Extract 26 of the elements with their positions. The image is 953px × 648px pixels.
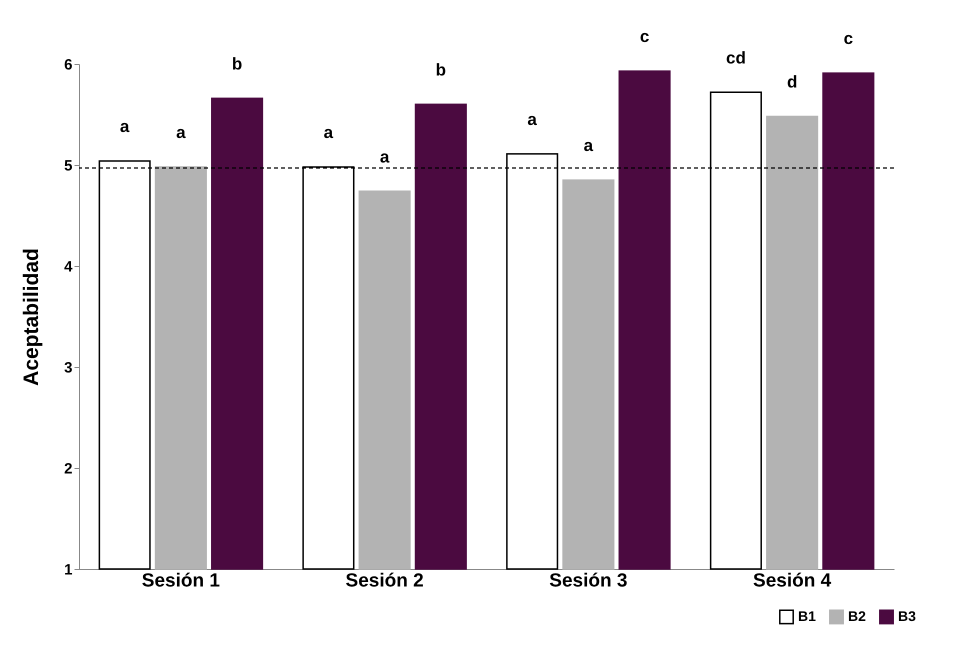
y-tick-label: 6 [64,56,72,74]
data-label: a [527,110,538,129]
data-label: a [324,123,334,142]
legend-label: B3 [898,608,916,624]
data-label: a [120,116,130,136]
data-label: cd [726,48,746,68]
x-tick-label: Sesión 4 [753,570,832,592]
x-tick-label: Sesión 3 [549,570,628,592]
y-tick-label: 5 [64,158,72,174]
y-axis-title: Aceptabilidad [20,248,44,386]
data-label: a [176,123,186,142]
y-tick-label: 4 [64,258,74,276]
legend-label: B2 [848,608,866,624]
data-label: a [380,147,390,166]
data-label: c [844,29,854,48]
x-tick-label: Sesión 2 [346,570,424,592]
y-tick-label: 3 [64,360,72,376]
data-label: d [786,72,798,92]
data-label: a [584,136,594,156]
legend-label: B1 [798,608,816,624]
data-label: b [436,60,446,80]
x-tick-label: Sesión 1 [142,570,220,592]
y-tick-label: 1 [64,562,72,578]
data-label: b [232,54,242,74]
data-label: c [640,27,650,46]
y-tick-label: 2 [64,460,72,478]
